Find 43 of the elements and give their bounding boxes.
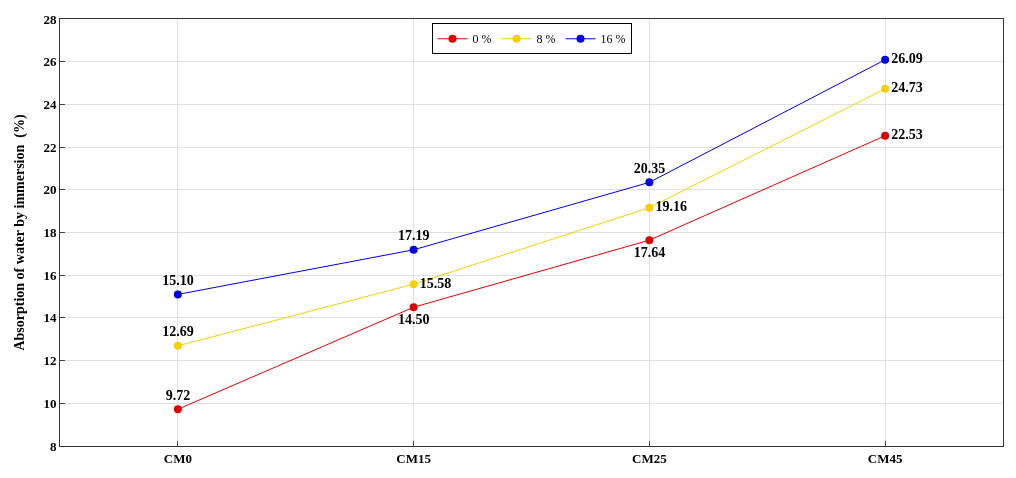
point	[173, 290, 182, 299]
legend-label: 16 %	[600, 32, 626, 47]
point	[409, 245, 418, 254]
y-tick-label: 12	[43, 353, 57, 369]
x-tick-label: CM45	[867, 450, 903, 466]
y-tick-label: 22	[43, 139, 57, 155]
y-tick-label: 20	[43, 182, 57, 198]
x-tick-label: CM15	[396, 450, 432, 466]
y-tick-label: 28	[43, 11, 57, 27]
data-label: 24.73	[891, 80, 923, 96]
data-label: 12.69	[162, 324, 194, 340]
y-tick-label: 18	[43, 225, 57, 241]
y-tick-label: 14	[43, 310, 57, 326]
legend-label: 8 %	[536, 32, 556, 47]
x-tick-label: CM25	[632, 450, 668, 466]
y-tick-label: 10	[43, 395, 57, 411]
point	[173, 341, 182, 350]
point	[881, 55, 890, 64]
point	[645, 236, 654, 245]
legend-label: 0 %	[472, 32, 492, 47]
point	[881, 131, 890, 140]
y-axis-title: Absorption of water by immersion (%)	[12, 114, 28, 351]
y-tick-label: 24	[43, 96, 57, 112]
data-label: 15.58	[419, 275, 452, 291]
point	[645, 203, 654, 212]
data-label: 19.16	[655, 199, 687, 215]
point	[881, 84, 890, 93]
data-label: 26.09	[891, 51, 923, 67]
point	[409, 280, 418, 289]
point	[645, 178, 654, 187]
data-label: 20.35	[633, 160, 666, 176]
y-tick-label: 26	[43, 54, 57, 70]
data-label: 22.53	[891, 127, 923, 143]
data-label: 17.64	[633, 244, 666, 260]
point	[409, 303, 418, 312]
y-tick-label: 16	[43, 267, 57, 283]
x-tick-label: CM0	[163, 450, 192, 466]
point	[173, 405, 182, 414]
data-label: 9.72	[165, 387, 191, 403]
data-label: 17.19	[397, 228, 430, 244]
data-label: 14.50	[397, 311, 430, 327]
data-label: 15.10	[162, 272, 194, 288]
y-tick-label: 8	[49, 438, 57, 454]
